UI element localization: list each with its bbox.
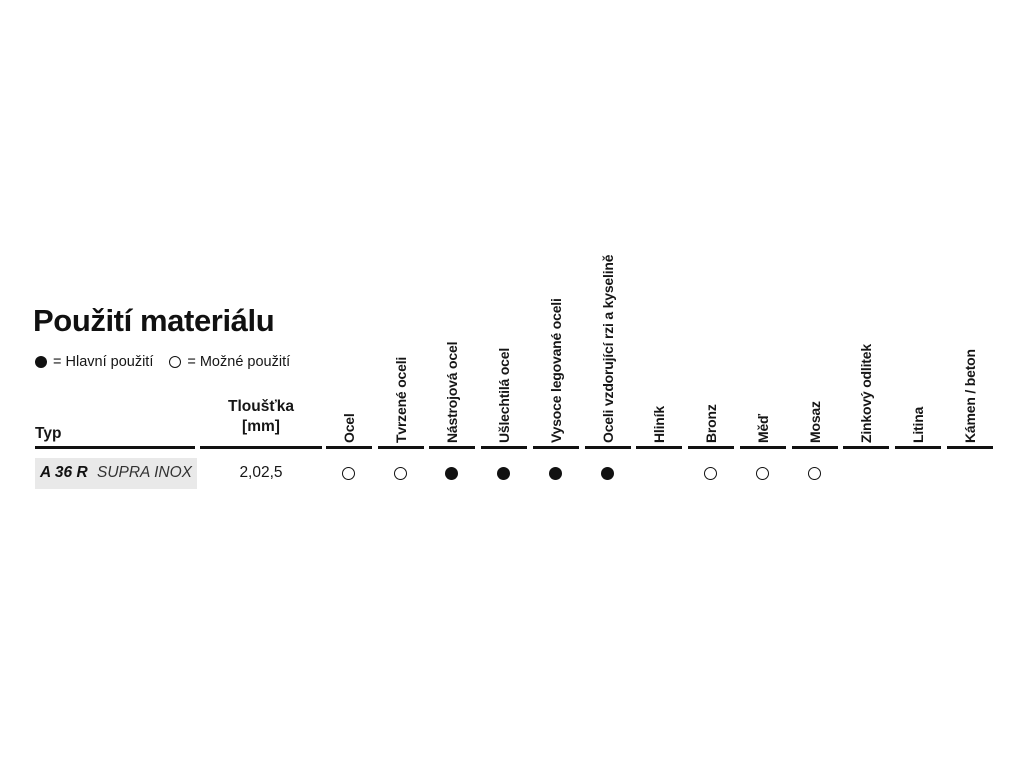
material-column-header: Ocel	[341, 413, 357, 443]
possible-usage-marker	[704, 467, 717, 480]
usage-legend: = Hlavní použití = Možné použití	[35, 354, 290, 370]
row-type-label: A 36 R SUPRA INOX	[40, 464, 192, 482]
typ-column-underline	[35, 446, 195, 449]
material-column-underline	[481, 446, 527, 449]
possible-usage-marker	[394, 467, 407, 480]
material-column-header: Kámen / beton	[962, 349, 978, 443]
legend-possible-label: = Možné použití	[187, 354, 291, 370]
material-column-header: Nástrojová ocel	[444, 341, 460, 443]
material-column-header: Tvrzené oceli	[393, 356, 409, 443]
material-column-underline	[895, 446, 941, 449]
material-column-header: Oceli vzdorující rzi a kyselině	[600, 254, 616, 443]
main-usage-icon	[35, 356, 47, 368]
material-column-underline	[378, 446, 424, 449]
material-column-header: Měď	[755, 414, 771, 443]
column-header-thickness: Tloušťka [mm]	[200, 397, 322, 436]
material-column-underline	[326, 446, 372, 449]
material-column-header: Mosaz	[807, 401, 823, 443]
possible-usage-icon	[169, 356, 182, 368]
thickness-header-line1: Tloušťka	[228, 398, 294, 415]
material-column-underline	[947, 446, 993, 449]
main-usage-marker	[445, 467, 458, 480]
row-type-variant: SUPRA INOX	[96, 464, 193, 481]
main-usage-marker	[601, 467, 614, 480]
thickness-column-underline	[200, 446, 322, 449]
material-column-underline	[429, 446, 475, 449]
material-column-header: Zinkový odlitek	[858, 344, 874, 443]
material-column-header: Vysoce legované oceli	[548, 298, 564, 443]
page-title: Použití materiálu	[33, 303, 275, 338]
material-column-header: Bronz	[703, 404, 719, 443]
main-usage-marker	[497, 467, 510, 480]
possible-usage-marker	[808, 467, 821, 480]
material-column-underline	[533, 446, 579, 449]
material-column-underline	[740, 446, 786, 449]
possible-usage-marker	[342, 467, 355, 480]
row-highlight	[35, 458, 197, 489]
possible-usage-marker	[756, 467, 769, 480]
material-column-underline	[792, 446, 838, 449]
material-column-underline	[843, 446, 889, 449]
material-column-header: Ušlechtilá ocel	[496, 347, 512, 443]
thickness-header-line2: [mm]	[242, 417, 280, 435]
material-column-header: Litina	[910, 406, 926, 443]
row-type-code: A 36 R	[40, 464, 88, 481]
row-thickness-value: 2,02,5	[239, 464, 283, 481]
material-column-underline	[688, 446, 734, 449]
main-usage-marker	[549, 467, 562, 480]
material-column-underline	[636, 446, 682, 449]
column-header-typ: Typ	[35, 425, 62, 442]
material-column-header: Hliník	[651, 406, 667, 443]
material-column-underline	[585, 446, 631, 449]
legend-main-label: = Hlavní použití	[53, 354, 154, 370]
